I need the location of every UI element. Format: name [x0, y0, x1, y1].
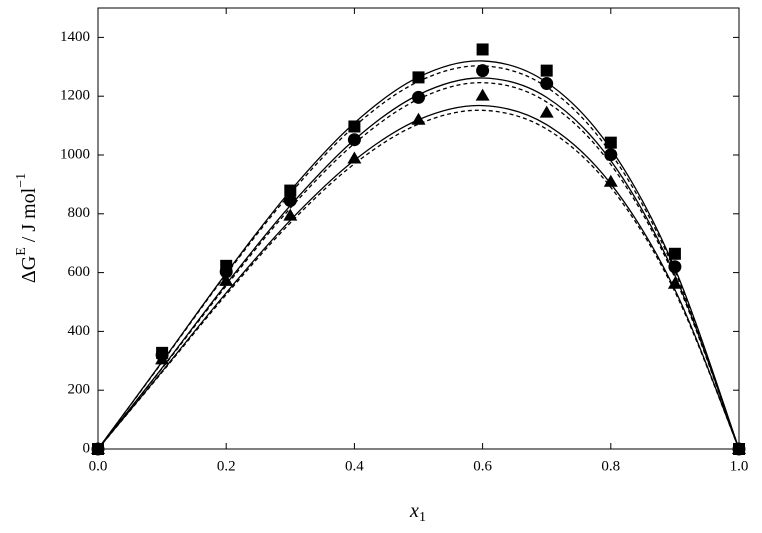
circle-marker [540, 77, 554, 91]
y-tick-label: 1000 [60, 146, 90, 162]
square-marker [412, 71, 425, 84]
circle-marker [219, 265, 233, 279]
x-axis-label: x1 [409, 500, 426, 526]
triangle-marker [219, 273, 234, 286]
triangle-marker [155, 352, 170, 365]
circle-marker [604, 148, 618, 162]
circle-marker [668, 260, 682, 274]
y-label-sup: −1 [14, 173, 29, 188]
y-tick-label: 600 [68, 264, 91, 280]
square-marker [668, 247, 681, 260]
circle-marker [476, 64, 490, 78]
triangle-marker [347, 151, 362, 164]
x-tick-label: 0.8 [601, 458, 620, 474]
triangle-marker [411, 112, 426, 125]
fit-curve [97, 77, 740, 450]
x-label-sub: 1 [419, 510, 426, 525]
x-tick-label: 0.4 [345, 458, 364, 474]
fit-curve [97, 82, 740, 450]
triangle-marker [667, 276, 682, 289]
y-label-unit: / J mol [18, 187, 40, 247]
circle-marker [283, 194, 297, 208]
triangle-marker [475, 88, 490, 101]
plot-frame [97, 7, 740, 450]
x-label-main: x [409, 500, 419, 522]
triangle-marker [283, 208, 298, 221]
circle-marker [412, 90, 425, 104]
triangle-marker [539, 105, 554, 118]
x-tick-label: 1.0 [730, 458, 749, 474]
triangle-marker [91, 442, 105, 454]
fit-curve [97, 104, 740, 450]
y-tick-label: 1400 [60, 29, 90, 45]
x-tick-label: 0.0 [89, 458, 108, 474]
square-marker [348, 120, 361, 133]
fit-curve [97, 109, 740, 450]
square-marker [540, 64, 553, 77]
y-tick-label: 400 [68, 323, 91, 339]
y-tick-label: 800 [68, 205, 91, 221]
y-tick-label: 1200 [60, 88, 90, 104]
y-label-sup: E [14, 247, 29, 256]
y-axis-label: ΔGE / J mol−1 [14, 173, 39, 283]
y-label-main: ΔG [18, 256, 40, 283]
y-tick-label: 0 [83, 440, 91, 456]
square-marker [476, 43, 489, 56]
triangle-marker [732, 442, 746, 454]
square-marker [284, 184, 297, 197]
square-marker [604, 136, 617, 149]
x-tick-label: 0.2 [217, 458, 236, 474]
circle-marker [347, 133, 361, 147]
x-tick-label: 0.6 [473, 458, 492, 474]
triangle-marker [603, 174, 618, 187]
y-tick-label: 200 [68, 382, 91, 398]
